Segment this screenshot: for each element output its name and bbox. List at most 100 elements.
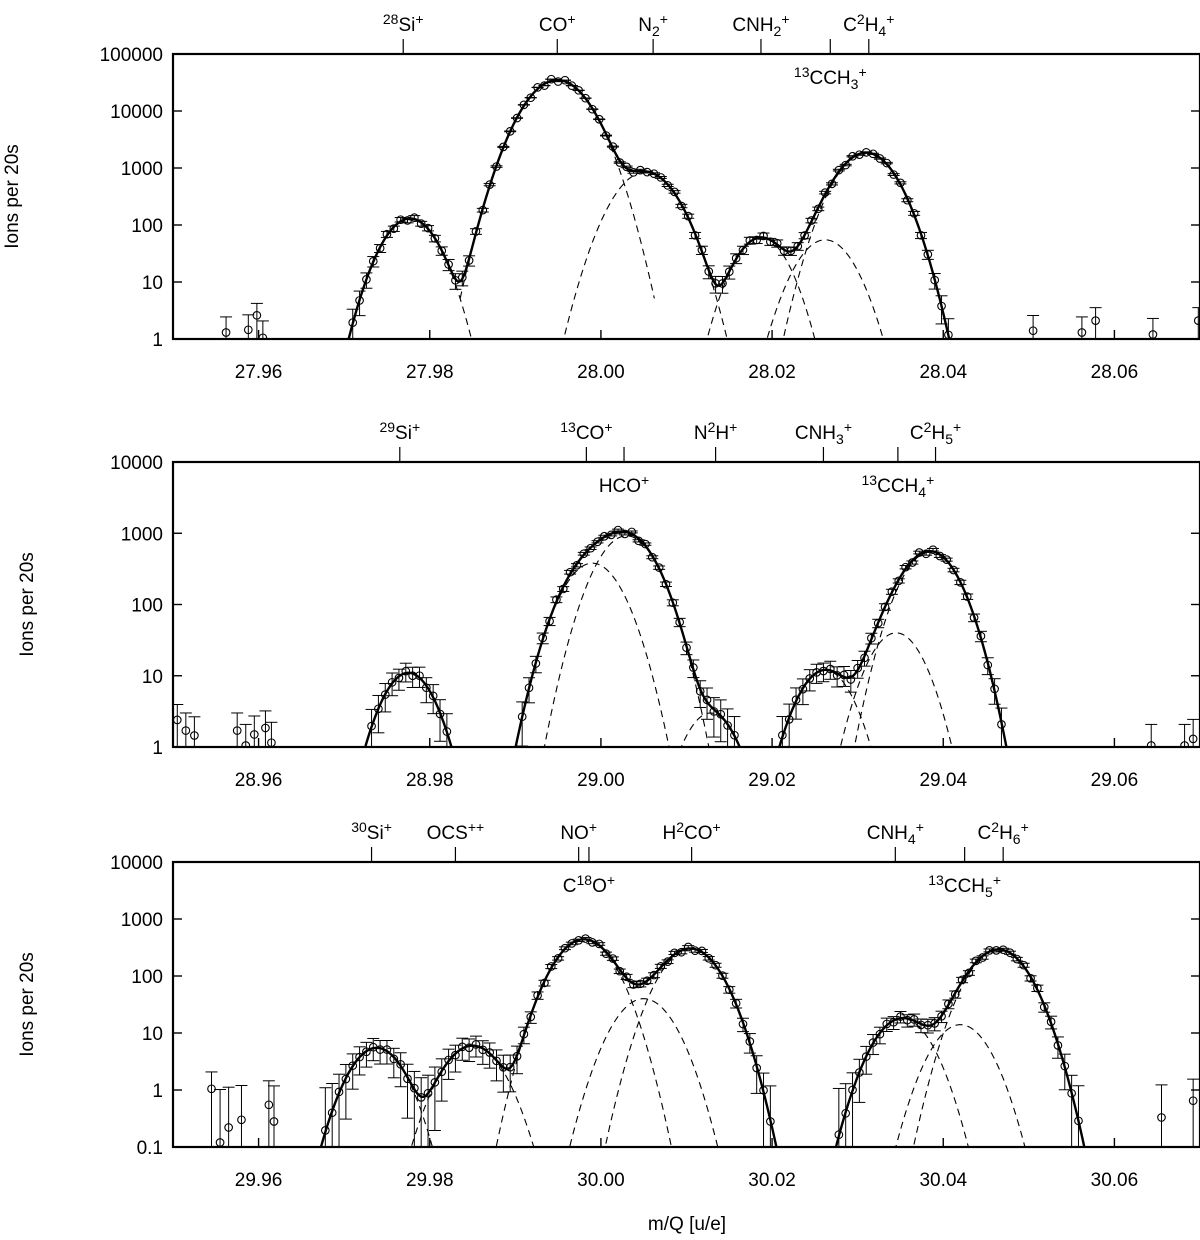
data-point [896,1012,905,1021]
species-label: 13CCH3+ [794,64,867,92]
data-point [896,178,905,188]
data-point [457,1042,467,1052]
species-label: N2+ [638,11,668,39]
data-point [382,1045,392,1054]
data-point [949,565,958,575]
data-point [581,934,590,943]
data-point [855,1068,864,1077]
data-point [341,1074,351,1084]
data-point [916,230,926,240]
data-point [558,584,568,594]
x-tick-label: 29.98 [406,1170,454,1191]
x-tick-label: 29.96 [235,1170,283,1191]
data-point [902,195,912,205]
data-point [711,279,720,288]
x-tick-label: 28.98 [406,770,454,791]
data-point [565,567,575,577]
x-tick-label: 28.96 [235,770,283,791]
data-point [1146,741,1156,747]
data-point [677,947,686,957]
data-point [423,1088,433,1098]
data-point [682,643,691,653]
data-point [237,1115,246,1125]
y-tick-label: 1 [152,1081,163,1102]
data-point [348,1061,358,1071]
species-label: 13CO+ [560,419,612,444]
component-curve [543,535,710,747]
data-point [540,978,549,988]
chart-panel-1: 1 10 100 1000 10000 100000 27.96 27.98 28.00 28.0… [2,11,1200,383]
data-point [950,989,960,999]
data-point [827,179,837,189]
data-point [909,208,919,218]
chart-panel-2: 1 10 100 1000 10000 28.96 28.98 29.00 29.02 29.04… [17,419,1200,791]
data-point [1188,1096,1198,1106]
data-point [683,942,693,952]
data-point [882,158,892,168]
data-point [524,683,534,693]
data-point [675,617,685,627]
data-point [264,1100,274,1110]
species-label: HCO+ [599,472,649,497]
data-point [512,113,522,123]
data-point [221,328,231,337]
species-label: 30Si+ [351,819,392,844]
data-point [807,216,816,225]
data-point [718,971,727,980]
data-point [421,683,431,693]
data-point [937,301,946,311]
x-axis-label: m/Q [u/e] [648,1214,726,1235]
data-point [1028,326,1038,336]
data-point [793,241,803,251]
data-point [252,310,262,320]
data-point [964,968,974,978]
data-point [731,998,741,1008]
data-point [759,1085,768,1095]
data-point [738,1019,748,1029]
y-tick-label: 10000 [110,853,163,874]
data-point [1039,1002,1049,1012]
species-label: H2CO+ [663,819,721,844]
data-point [704,267,714,276]
data-point [526,1012,536,1022]
species-label: NO+ [560,819,597,844]
data-point [505,126,515,136]
y-tick-label: 100 [131,216,163,237]
data-point [394,673,404,683]
y-tick-label: 10 [142,667,163,688]
data-point [442,727,452,736]
plot-frame [171,52,1200,341]
data-point [601,131,611,140]
data-point [791,695,801,705]
data-point [647,552,657,562]
data-point [683,211,693,221]
data-point [594,939,604,949]
x-tick-label: 29.06 [1091,770,1139,791]
data-point [355,1052,364,1062]
x-tick-label: 28.04 [919,362,967,383]
data-point [752,1063,762,1073]
data-point [772,238,782,248]
species-label: OCS++ [427,819,485,844]
data-point [928,545,938,555]
y-tick-label: 1 [152,738,163,759]
data-point [745,1037,755,1046]
data-point [868,1038,878,1047]
data-point [403,1074,412,1084]
data-point [464,1043,474,1053]
data-point [711,960,720,970]
data-point [745,236,755,245]
data-point [697,946,707,956]
data-point [663,181,673,190]
data-point [588,104,597,114]
data-point [654,563,664,572]
species-label: CO+ [539,11,576,36]
data-point [868,149,878,159]
data-point [889,170,898,179]
component-curve [348,217,473,339]
data-point [207,1084,216,1094]
data-point [415,671,424,681]
data-point [704,953,714,963]
data-point [615,966,625,976]
